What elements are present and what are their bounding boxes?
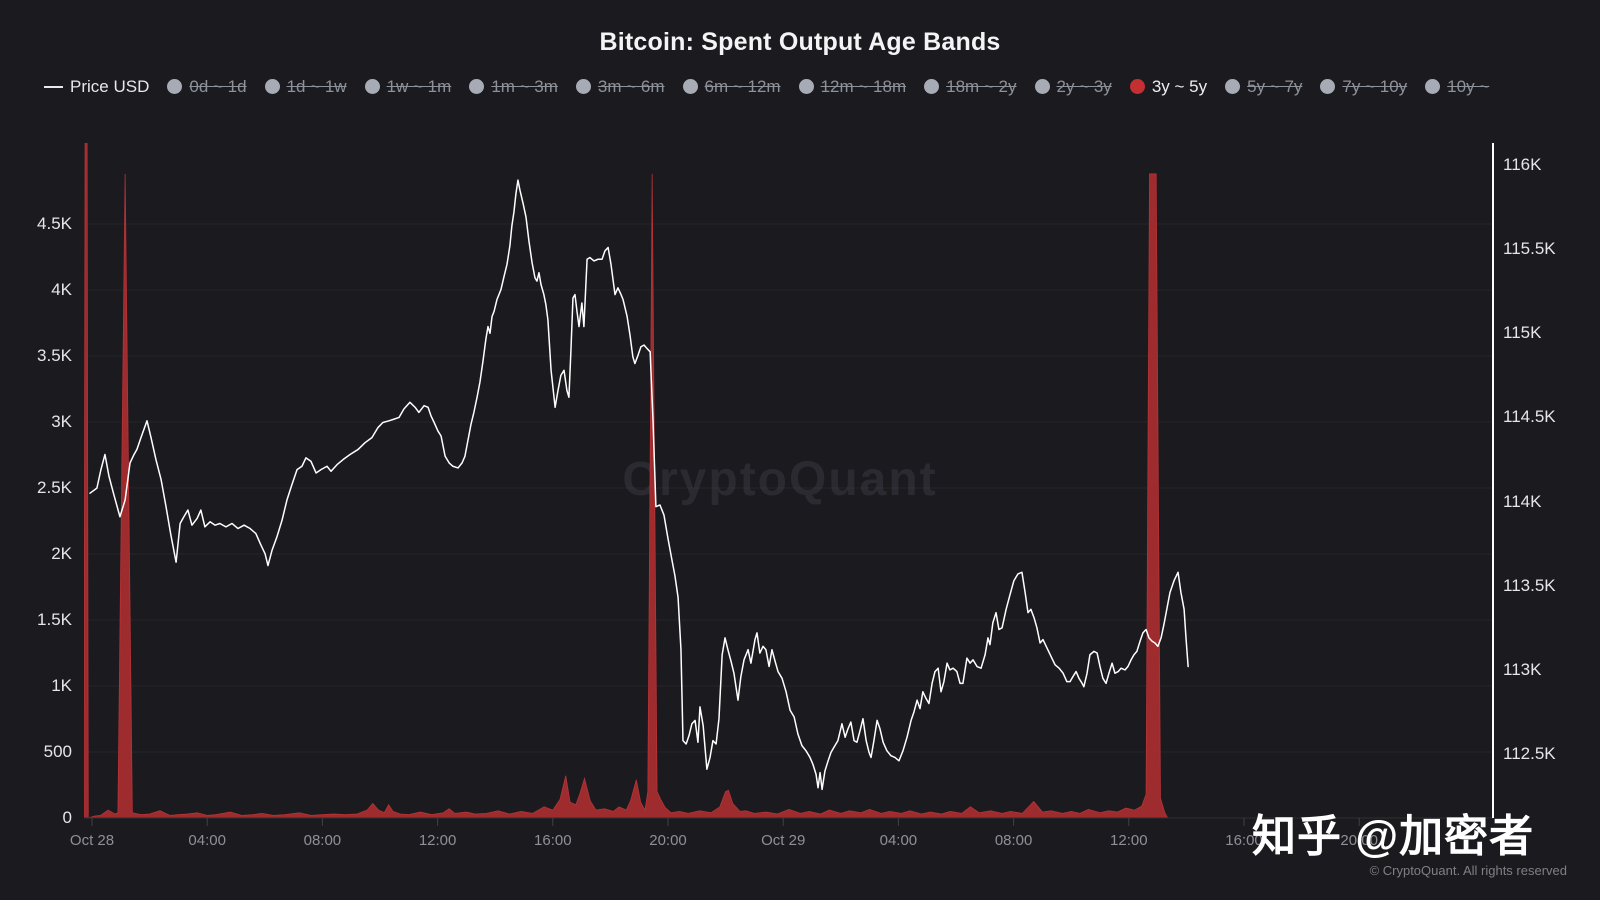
x-axis-tick-label: Oct 29 [761,832,806,849]
cryptoquant-watermark: CryptoQuant [622,453,938,506]
legend-label: 0d ~ 1d [189,77,247,96]
legend-item-10y-plus[interactable]: 10y ~ [1425,74,1489,99]
legend-item-6m-12m[interactable]: 6m ~ 12m [682,74,781,99]
x-axis-tick-label: 16:00 [534,832,572,849]
band-dot-icon [682,79,698,94]
legend-item-3m-6m[interactable]: 3m ~ 6m [575,74,665,99]
right-axis-tick-label: 112.5K [1503,744,1556,764]
band-dot-icon [575,79,591,94]
left-axis-tick-label: 4K [51,280,72,299]
band-dot-icon [167,79,183,94]
band-dot-icon [1320,79,1336,94]
x-axis-tick-label: 12:00 [418,832,457,849]
legend-label: 12m ~ 18m [820,77,907,96]
right-axis-tick-label: 113K [1503,659,1542,679]
legend-item-price-usd[interactable]: Price USD [44,74,149,99]
band-dot-icon [364,79,380,94]
legend-item-5y-7y[interactable]: 5y ~ 7y [1225,74,1302,99]
legend-label: 1w ~ 1m [386,77,452,96]
left-axis-tick-label: 500 [43,742,72,761]
left-axis-tick-label: 2.5K [37,478,72,497]
left-axis-tick-label: 2K [51,544,72,563]
band-dot-icon [1425,79,1441,94]
band-dot-icon [1129,79,1145,94]
band-dot-icon [1225,79,1241,94]
left-axis-tick-label: 1K [51,676,72,695]
legend-item-1d-1w[interactable]: 1d ~ 1w [264,74,347,99]
legend-item-18m-2y[interactable]: 18m ~ 2y [924,74,1017,99]
left-axis-tick-label: 0 [62,808,72,827]
left-axis-tick-label: 4.5K [37,214,72,233]
legend-item-12m-18m[interactable]: 12m ~ 18m [798,74,907,99]
band-dot-icon [798,79,814,94]
legend-label: 3m ~ 6m [597,77,665,96]
right-axis-tick-label: 113.5K [1503,575,1556,595]
x-axis-tick-label: 20:00 [649,832,687,849]
band-dot-icon [1034,79,1050,94]
x-axis-tick-label: Oct 28 [69,832,115,849]
legend-label: 7y ~ 10y [1342,77,1408,96]
legend-item-2y-3y[interactable]: 2y ~ 3y [1034,74,1112,99]
right-axis-tick-label: 115.5K [1503,239,1556,259]
age-band-area-3y-5y [84,143,1169,818]
right-axis-tick-label: 115K [1503,323,1542,343]
x-axis-tick-label: 08:00 [994,832,1033,849]
right-axis-tick-label: 114.5K [1503,407,1556,427]
right-axis-tick-label: 114K [1503,491,1542,511]
price-usd-line [89,179,1189,791]
legend-item-1m-3m[interactable]: 1m ~ 3m [469,74,558,99]
x-axis-tick-label: 08:00 [303,832,342,849]
legend-label: 10y ~ [1447,77,1490,96]
legend-item-0d-1d[interactable]: 0d ~ 1d [167,74,247,99]
legend-item-1w-1m[interactable]: 1w ~ 1m [364,74,452,99]
legend-item-3y-5y[interactable]: 3y ~ 5y [1129,74,1208,99]
legend-label: 1m ~ 3m [491,77,558,96]
x-axis-tick-label: 04:00 [188,832,226,849]
legend-label: 3y ~ 5y [1151,77,1208,96]
legend-item-7y-10y[interactable]: 7y ~ 10y [1320,74,1407,99]
band-dot-icon [469,79,485,94]
legend-label: 2y ~ 3y [1056,77,1112,96]
legend-label: 18m ~ 2y [946,77,1017,96]
x-axis-tick-label: 04:00 [879,832,918,849]
copyright-notice: © CryptoQuant. All rights reserved [1369,863,1567,878]
legend: Price USD 0d ~ 1d 1d ~ 1w 1w ~ 1m 1m ~ 3… [44,74,1556,99]
legend-label: 5y ~ 7y [1247,77,1303,96]
legend-label: 6m ~ 12m [704,77,781,96]
legend-label: Price USD [70,77,150,96]
legend-label: 1d ~ 1w [286,77,347,96]
x-axis-tick-label: 16:00 [1225,832,1263,849]
zhihu-watermark: 知乎 @加密者 [1252,812,1535,861]
band-dot-icon [264,79,280,94]
band-dot-icon [924,79,940,94]
left-axis-tick-label: 3.5K [37,346,72,365]
right-axis-tick-label: 116K [1503,155,1542,174]
price-line-icon [44,85,63,88]
left-axis-tick-label: 1.5K [37,610,72,629]
chart-title: Bitcoin: Spent Output Age Bands [599,28,1001,56]
left-axis-tick-label: 3K [51,412,72,431]
x-axis-tick-label: 20:00 [1340,832,1378,849]
x-axis-tick-label: 12:00 [1110,832,1148,849]
